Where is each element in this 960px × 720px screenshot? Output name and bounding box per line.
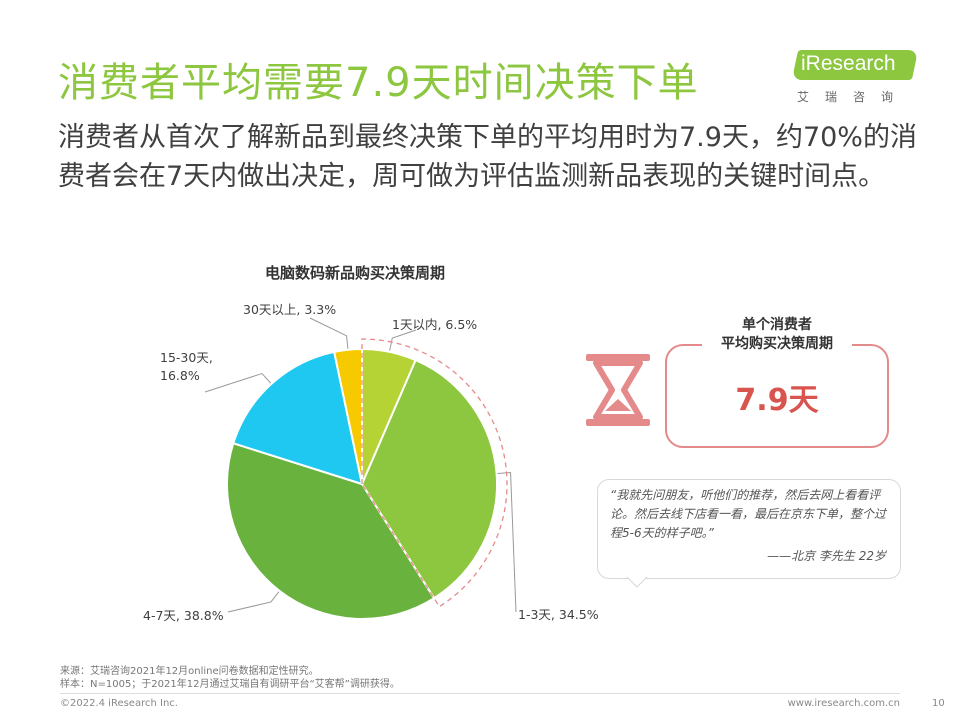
quote-box bbox=[597, 479, 901, 579]
source-line-2: 样本：N=1005；于2021年12月通过艾瑞自有调研平台“艾客帮”调研获得。 bbox=[60, 679, 400, 690]
stat-box bbox=[665, 344, 889, 448]
hourglass-icon bbox=[586, 354, 650, 426]
stat-value: 7.9天 bbox=[735, 383, 819, 418]
leader-lines bbox=[204, 317, 517, 613]
pie-slice-3 bbox=[232, 350, 364, 486]
stat-label-line2: 平均购买决策周期 bbox=[721, 336, 833, 352]
page-number: 10 bbox=[932, 698, 945, 709]
pie-slice-2 bbox=[226, 441, 436, 620]
logo-subtext: 艾瑞咨询 bbox=[797, 90, 910, 104]
website-link[interactable]: www.iresearch.com.cn bbox=[787, 698, 900, 709]
source-note: 来源：艾瑞咨询2021年12月online问卷数据和定性研究。 样本：N=100… bbox=[60, 665, 400, 691]
leader-line-2 bbox=[227, 586, 283, 613]
stat-label: 单个消费者 平均购买决策周期 bbox=[702, 316, 852, 354]
pie-slices bbox=[226, 347, 498, 620]
slice-label-15-30days-value: 16.8% bbox=[160, 368, 200, 383]
chart-title: 电脑数码新品购买决策周期 bbox=[264, 264, 445, 282]
slice-label-15-30days-name: 15-30天, bbox=[160, 350, 213, 365]
quote-tail-icon bbox=[626, 575, 648, 588]
slice-label-4-7days: 4-7天, 38.8% bbox=[143, 608, 224, 623]
page-subtitle: 消费者从首次了解新品到最终决策下单的平均用时为7.9天，约70%的消费者会在7天… bbox=[58, 122, 917, 192]
highlight-dashed-outline bbox=[361, 338, 508, 608]
footer-divider bbox=[60, 693, 900, 694]
slice-label-1day: 1天以内, 6.5% bbox=[392, 317, 478, 332]
quote-signature: ——北京 李先生 22岁 bbox=[767, 549, 886, 563]
leader-line-0 bbox=[387, 329, 417, 357]
source-line-1: 来源：艾瑞咨询2021年12月online问卷数据和定性研究。 bbox=[60, 666, 319, 677]
stat-label-line1: 单个消费者 bbox=[742, 317, 812, 333]
page-title: 消费者平均需要7.9天时间决策下单 bbox=[58, 60, 699, 106]
logo-text: iResearch bbox=[801, 52, 896, 75]
iresearch-logo: iResearch 艾瑞咨询 bbox=[791, 50, 925, 110]
leader-line-3 bbox=[204, 372, 276, 393]
pie-slice-1 bbox=[360, 358, 498, 600]
slice-label-15-30days: 15-30天, 16.8% bbox=[160, 349, 213, 385]
slice-label-1-3days: 1-3天, 34.5% bbox=[518, 607, 599, 622]
leader-line-4 bbox=[309, 317, 350, 355]
copyright: ©2022.4 iResearch Inc. bbox=[60, 698, 178, 709]
leader-line-1 bbox=[491, 471, 517, 613]
quote-text: “我就先问朋友，听他们的推荐，然后去网上看看评论。然后去线下店看一看，最后在京东… bbox=[610, 488, 887, 540]
slice-label-30plus: 30天以上, 3.3% bbox=[243, 302, 337, 317]
